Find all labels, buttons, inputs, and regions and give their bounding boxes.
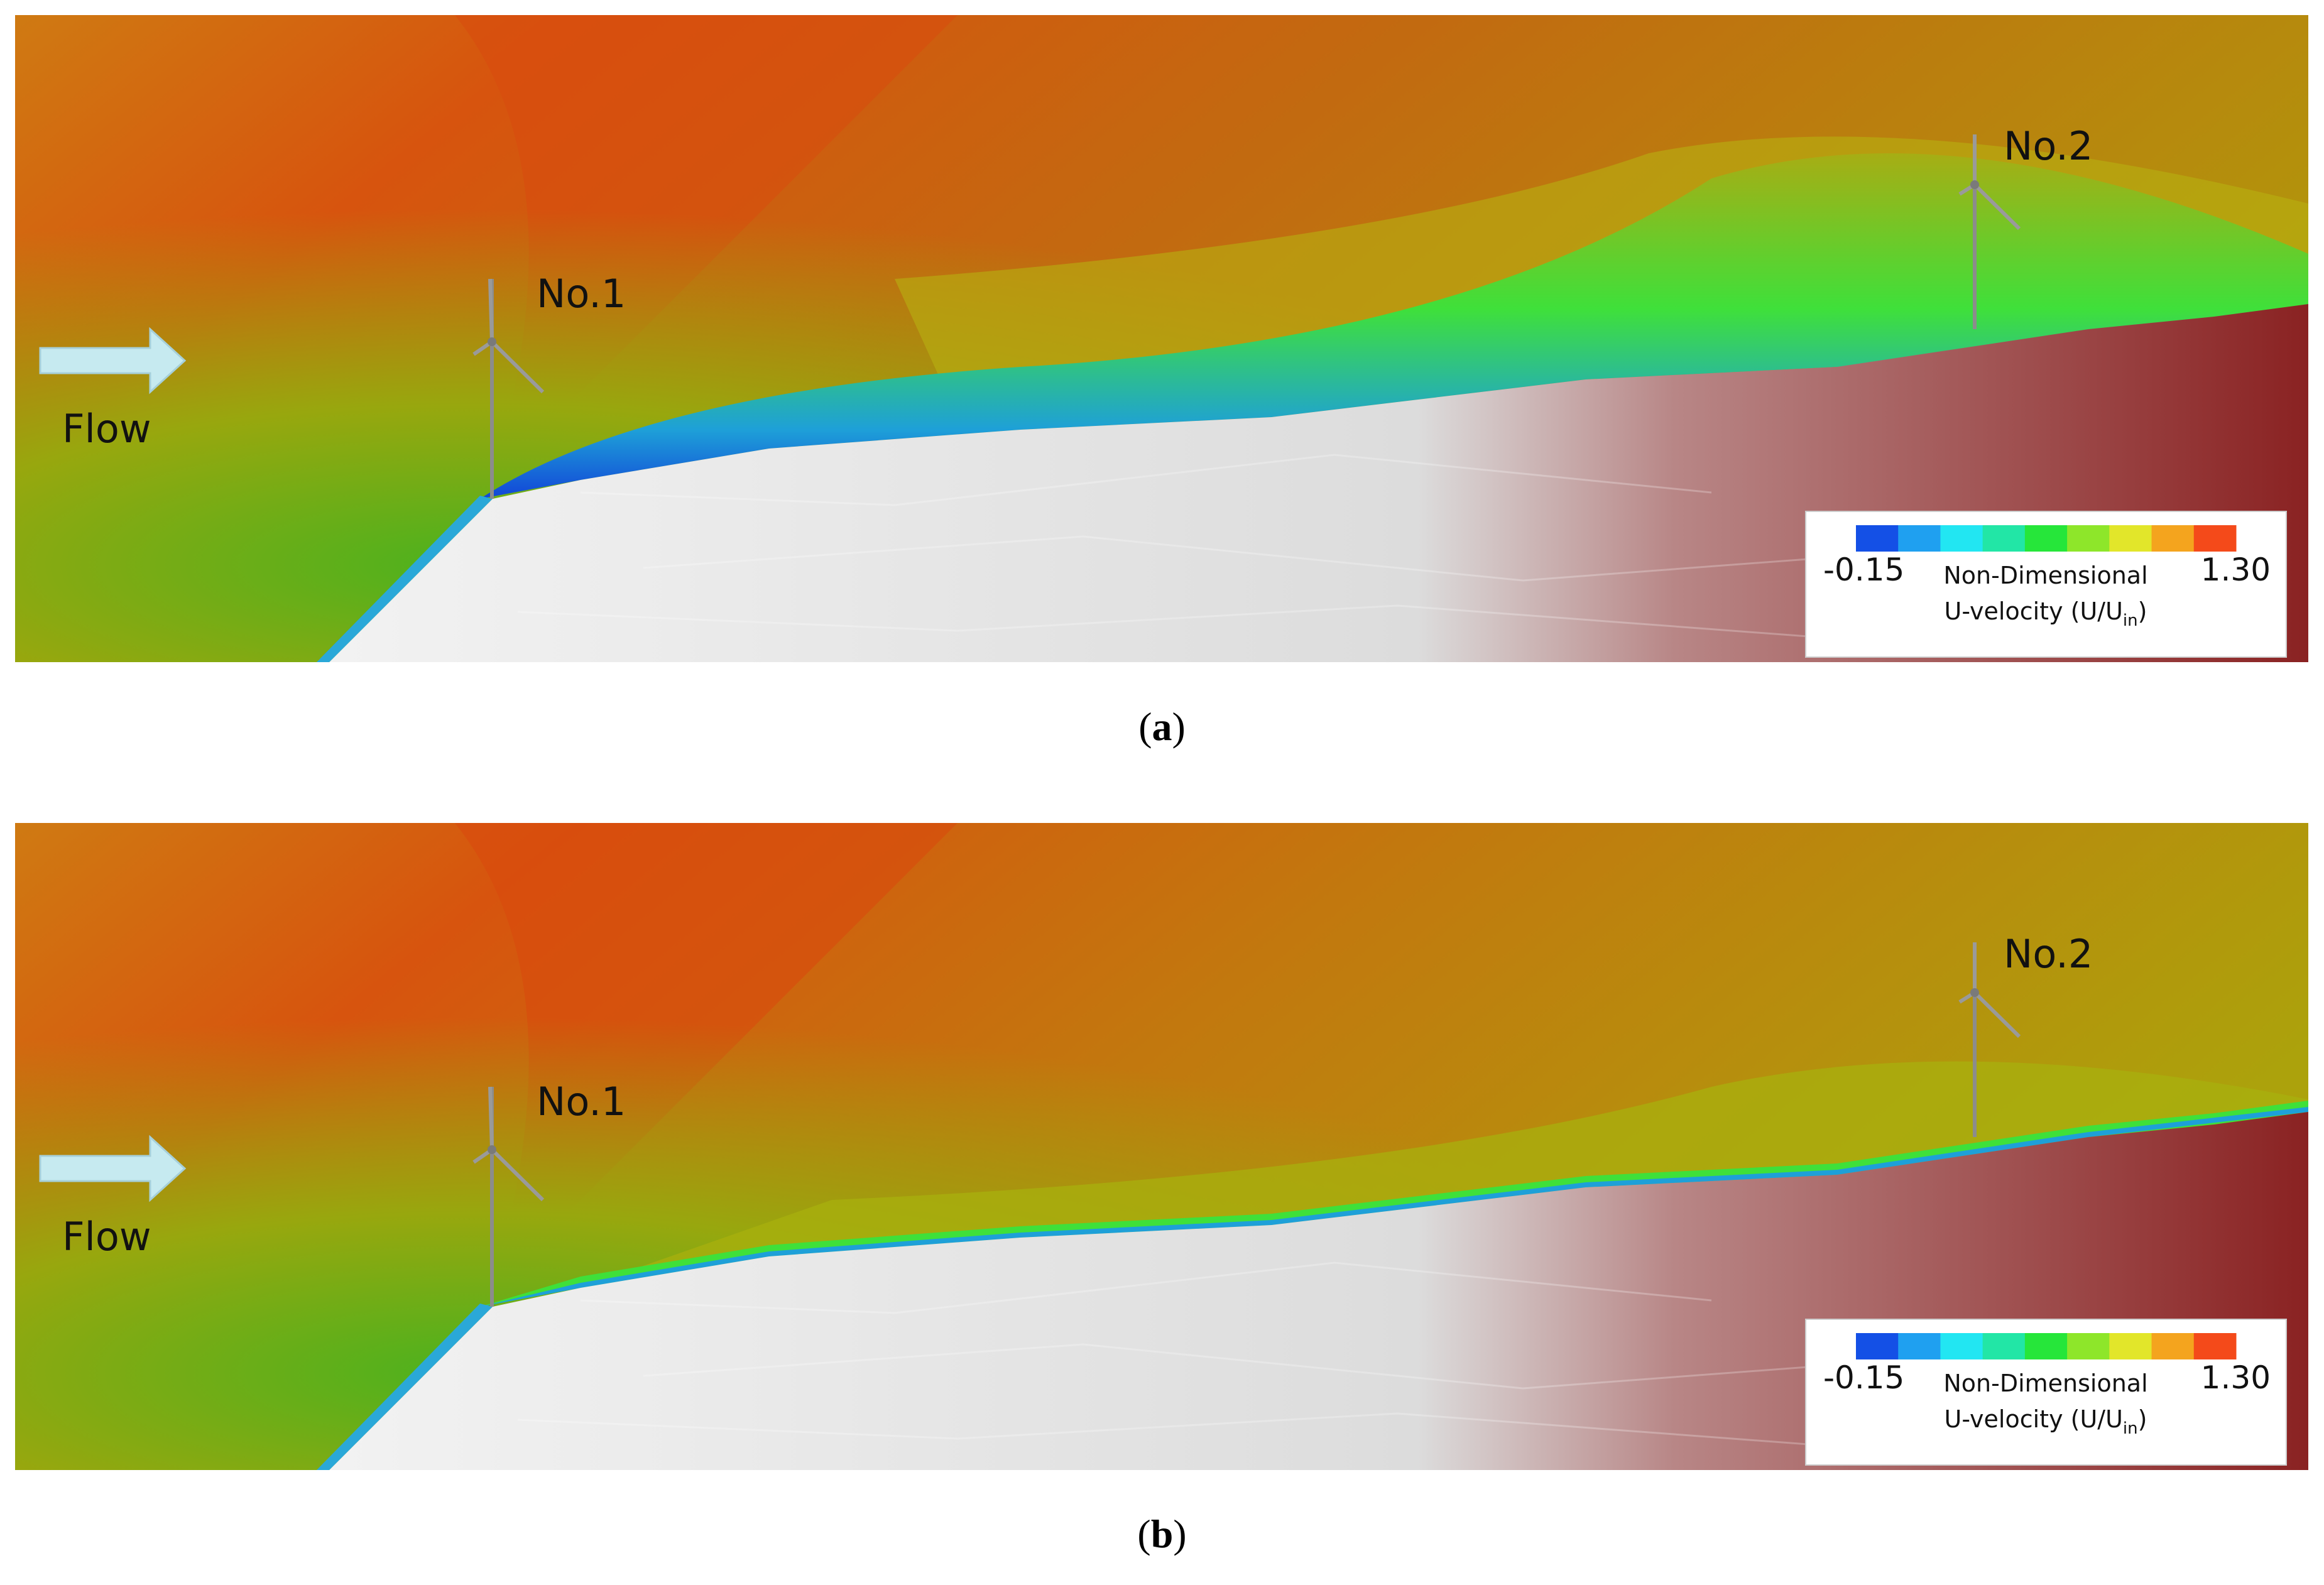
legend-swatch [1898, 525, 1941, 552]
color-legend: -0.15 1.30 Non-Dimensional U-velocity (U… [1805, 1319, 2287, 1466]
legend-title-2: U-velocity (U/Uin) [1945, 597, 2147, 630]
turbine-2-label: No.2 [2004, 123, 2093, 169]
turbine-2-label: No.2 [2004, 931, 2093, 977]
velocity-field-a: Flow No.1 No.2 -0.15 1.30 Non-Dimensiona… [15, 15, 2308, 662]
flow-arrow-icon [39, 327, 187, 395]
turbine-1-label: No.1 [537, 1079, 626, 1125]
velocity-field-b: Flow No.1 No.2 -0.15 1.30 Non-Dimensiona… [15, 823, 2308, 1470]
legend-max: 1.30 [2201, 552, 2271, 588]
legend-swatch [2067, 1333, 2110, 1359]
legend-swatch [2109, 525, 2152, 552]
legend-swatch [2109, 1333, 2152, 1359]
legend-swatch [1982, 525, 2026, 552]
legend-swatch [1982, 1333, 2026, 1359]
panel-a: Flow No.1 No.2 -0.15 1.30 Non-Dimensiona… [15, 15, 2308, 662]
legend-swatch [2193, 1333, 2237, 1359]
turbine-1-label: No.1 [537, 271, 626, 317]
flow-label: Flow [62, 1214, 151, 1260]
flow-arrow-icon [39, 1135, 187, 1202]
legend-swatch [1940, 525, 1983, 552]
turbine-2 [1958, 942, 2021, 1137]
turbine-2 [1958, 134, 2021, 329]
legend-max: 1.30 [2201, 1359, 2271, 1396]
legend-title-2: U-velocity (U/Uin) [1945, 1405, 2147, 1438]
legend-title-1: Non-Dimensional [1943, 562, 2147, 589]
wake-region [480, 153, 2308, 499]
legend-title-1: Non-Dimensional [1943, 1370, 2147, 1397]
turbine-1 [472, 1086, 545, 1307]
caption-a: (a) [1138, 704, 1186, 749]
legend-swatch [1856, 1333, 1899, 1359]
legend-swatch [2193, 525, 2237, 552]
flow-label: Flow [62, 406, 151, 452]
legend-swatch [2151, 1333, 2195, 1359]
panel-b: Flow No.1 No.2 -0.15 1.30 Non-Dimensiona… [15, 823, 2308, 1470]
legend-swatch [1940, 1333, 1983, 1359]
legend-swatch [1856, 525, 1899, 552]
legend-swatch [2024, 525, 2068, 552]
legend-swatch [2024, 1333, 2068, 1359]
legend-min: -0.15 [1823, 552, 1904, 588]
legend-swatch [2067, 525, 2110, 552]
legend-swatch [2151, 525, 2195, 552]
caption-b: (b) [1137, 1511, 1187, 1556]
legend-swatch [1898, 1333, 1941, 1359]
color-legend: -0.15 1.30 Non-Dimensional U-velocity (U… [1805, 511, 2287, 658]
turbine-1 [472, 278, 545, 499]
legend-min: -0.15 [1823, 1359, 1904, 1396]
shear-layer [480, 1101, 2308, 1307]
